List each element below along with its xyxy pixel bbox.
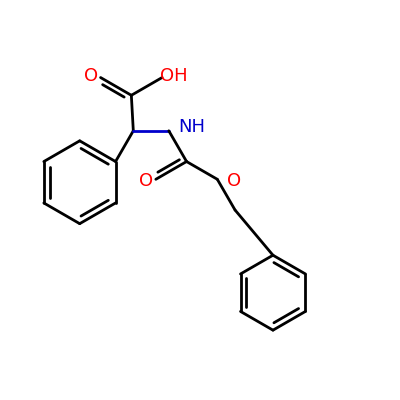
Text: OH: OH	[160, 66, 188, 84]
Text: NH: NH	[179, 118, 206, 136]
Text: O: O	[139, 172, 153, 190]
Text: O: O	[227, 172, 241, 190]
Text: O: O	[84, 66, 98, 84]
